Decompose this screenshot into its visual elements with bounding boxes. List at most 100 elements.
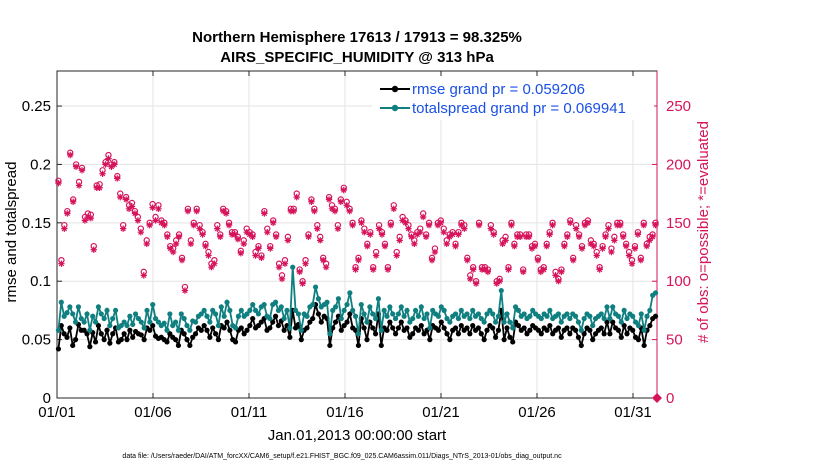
evaluated-obs-point xyxy=(219,207,227,215)
evaluated-obs-point xyxy=(458,221,465,229)
evaluated-obs-point xyxy=(487,225,495,232)
evaluated-obs-point xyxy=(328,205,336,213)
evaluated-obs-point xyxy=(164,233,171,241)
rmse-point xyxy=(507,334,513,340)
totalspread-point xyxy=(141,325,147,331)
totalspread-point xyxy=(555,311,562,317)
totalspread-point xyxy=(118,322,124,329)
rmse-point xyxy=(635,337,642,343)
rmse-point xyxy=(547,322,553,329)
rmse-point xyxy=(587,327,593,333)
rmse-point xyxy=(315,311,322,317)
evaluated-obs-point xyxy=(637,256,645,264)
totalspread-point xyxy=(150,301,156,308)
rmse-point xyxy=(435,327,442,333)
rmse-point xyxy=(292,325,299,331)
y-tick-label-left: 0.05 xyxy=(22,332,51,349)
totalspread-point xyxy=(372,315,379,322)
totalspread-point xyxy=(538,315,544,322)
totalspread-point xyxy=(121,319,127,325)
evaluated-obs-point xyxy=(140,272,147,279)
totalspread-point xyxy=(632,319,639,325)
rmse-point xyxy=(378,342,384,349)
totalspread-point xyxy=(127,313,133,319)
totalspread-point xyxy=(144,307,150,314)
rmse-point xyxy=(392,331,399,337)
totalspread-point xyxy=(607,315,613,322)
totalspread-point xyxy=(615,313,622,319)
evaluated-obs-point xyxy=(108,163,115,170)
evaluated-obs-point xyxy=(437,219,445,227)
evaluated-obs-point xyxy=(425,221,433,229)
evaluated-obs-point xyxy=(567,219,574,227)
totalspread-point xyxy=(512,304,519,310)
y-tick-label-left: 0.15 xyxy=(22,215,51,232)
evaluated-obs-point xyxy=(572,225,580,232)
evaluated-obs-point xyxy=(561,242,568,250)
evaluated-obs-point xyxy=(234,235,242,243)
rmse-point xyxy=(398,319,404,325)
totalspread-point xyxy=(370,311,376,317)
evaluated-obs-point xyxy=(649,233,656,241)
evaluated-obs-point xyxy=(555,278,562,285)
totalspread-point xyxy=(304,313,310,319)
evaluated-obs-point xyxy=(214,225,221,232)
totalspread-point xyxy=(455,315,462,322)
totalspread-point xyxy=(332,304,339,310)
totalspread-point xyxy=(327,331,333,337)
totalspread-point xyxy=(358,301,364,308)
rmse-point xyxy=(535,327,542,333)
rmse-point xyxy=(372,331,379,337)
evaluated-obs-point xyxy=(464,256,471,264)
evaluated-obs-point xyxy=(372,252,380,259)
rmse-point xyxy=(221,325,227,331)
rmse-point xyxy=(467,331,473,337)
evaluated-obs-point xyxy=(143,240,150,248)
evaluated-obs-point xyxy=(525,233,533,241)
totalspread-point xyxy=(212,311,219,317)
totalspread-point xyxy=(647,307,653,314)
totalspread-point xyxy=(387,304,393,310)
rmse-point xyxy=(307,319,313,325)
totalspread-point xyxy=(504,311,510,317)
rmse-point xyxy=(464,325,470,331)
evaluated-obs-point xyxy=(455,231,462,238)
rmse-point xyxy=(150,322,156,329)
evaluated-obs-point xyxy=(55,179,62,187)
totalspread-point xyxy=(404,307,410,314)
rmse-point xyxy=(327,342,333,349)
evaluated-obs-point xyxy=(596,266,603,273)
totalspread-point xyxy=(261,301,267,308)
rmse-point xyxy=(455,331,462,337)
rmse-point xyxy=(510,339,516,345)
totalspread-point xyxy=(138,319,144,325)
totalspread-point xyxy=(64,310,70,316)
evaluated-obs-point xyxy=(114,175,121,182)
evaluated-obs-point xyxy=(540,266,547,273)
evaluated-obs-point xyxy=(481,266,489,273)
totalspread-point xyxy=(147,319,153,325)
evaluated-obs-point xyxy=(240,240,247,248)
evaluated-obs-point xyxy=(252,252,259,259)
totalspread-point xyxy=(621,307,627,314)
rmse-point xyxy=(81,327,87,333)
totalspread-point xyxy=(312,284,319,290)
evaluated-obs-point xyxy=(417,228,424,236)
totalspread-point xyxy=(90,313,96,319)
rmse-point xyxy=(181,331,187,337)
totalspread-point xyxy=(67,304,73,310)
rmse-point xyxy=(538,331,544,337)
evaluated-obs-point xyxy=(405,225,412,232)
rmse-point xyxy=(232,339,239,345)
evaluated-obs-point xyxy=(269,219,277,227)
totalspread-point xyxy=(587,313,593,319)
evaluated-obs-point xyxy=(208,264,215,271)
totalspread-point xyxy=(558,319,564,325)
evaluated-obs-point xyxy=(272,233,280,241)
evaluated-obs-point xyxy=(222,210,230,217)
evaluated-obs-point xyxy=(217,233,224,241)
rmse-point xyxy=(492,334,499,340)
evaluated-obs-point xyxy=(299,280,306,287)
evaluated-obs-point xyxy=(608,248,615,256)
totalspread-point xyxy=(427,325,433,331)
